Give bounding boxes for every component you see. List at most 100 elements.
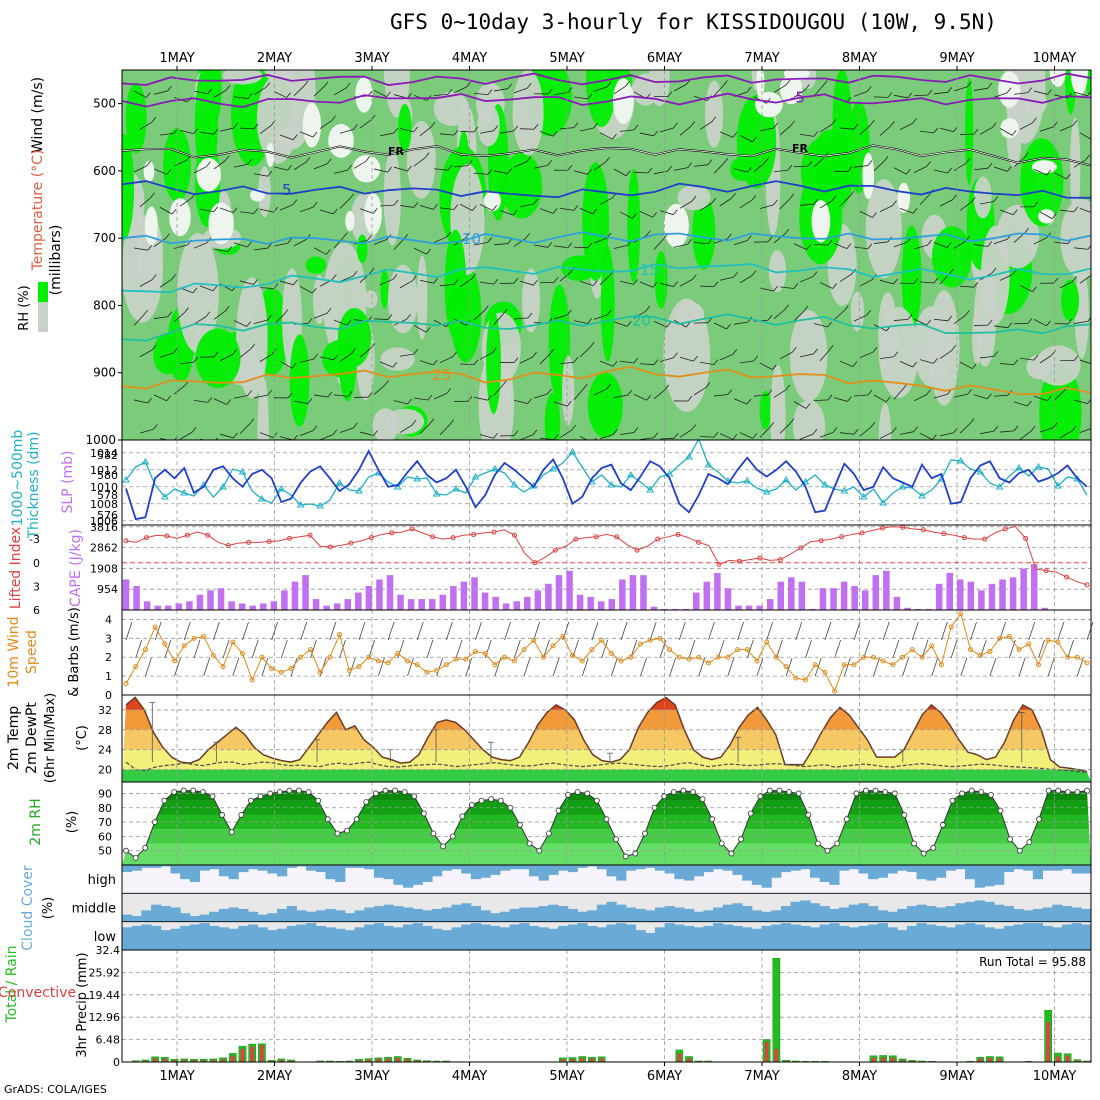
wind-barb-flag	[912, 118, 917, 124]
wind-barb-flag	[215, 437, 218, 440]
wind-barb-flag	[972, 363, 977, 369]
lifted-index-point	[1002, 526, 1008, 532]
surface-wind-barb	[970, 621, 977, 641]
wind-barb	[813, 323, 828, 328]
cloud-bar	[906, 925, 918, 950]
wind-barb	[939, 350, 952, 359]
wind-barb-flag	[690, 121, 696, 127]
wind-barb-flag	[633, 279, 638, 285]
cloud-bar	[1081, 924, 1092, 950]
wind-barb-flag	[287, 392, 293, 399]
wind-barb	[973, 244, 988, 247]
wind-barb-flag	[283, 309, 289, 315]
cloud-bar	[432, 908, 443, 922]
wind-barb	[233, 242, 248, 248]
wind-barb-flag	[493, 278, 499, 285]
cloud-bar	[926, 924, 937, 950]
cloud-bar	[1061, 924, 1073, 950]
cloud-bar	[780, 923, 792, 950]
wind-barb-flag	[605, 156, 610, 163]
cape-bar	[788, 577, 795, 610]
wind-barb	[393, 400, 408, 405]
wind-barb	[619, 211, 633, 219]
wind-barb-flag	[413, 348, 419, 355]
wind-barb-flag	[589, 342, 595, 348]
wind-barb-flag	[452, 351, 458, 358]
cape-bar	[640, 575, 647, 610]
wind-barb-flag	[987, 241, 993, 247]
wind-barb	[839, 127, 854, 130]
wind-barb	[879, 126, 891, 136]
wind-barb-flag	[1027, 400, 1032, 407]
thickness-tick-label: 582	[97, 449, 118, 462]
cloud-high-bar	[1013, 865, 1024, 870]
wind-barb	[393, 239, 404, 250]
wind-barb-flag	[526, 83, 532, 89]
wind-barb	[719, 433, 733, 440]
wind-speed-point	[463, 656, 469, 662]
surface-wind-barb	[1018, 657, 1026, 677]
wind-barb	[1019, 357, 1034, 361]
wind-barb-flag	[707, 317, 713, 323]
wind-barb-flag	[951, 345, 956, 351]
wind-barb	[719, 276, 734, 281]
pressure-tick-label: 700	[93, 231, 116, 245]
wind-barb-flag	[353, 124, 358, 130]
rh-point	[613, 836, 620, 843]
wind-barb	[953, 393, 968, 398]
wind-barb	[1033, 90, 1048, 95]
rh-blob	[1070, 117, 1081, 219]
cape-bar	[502, 603, 510, 610]
precip-convective-bar	[260, 1045, 264, 1062]
wind-barb-flag	[573, 205, 579, 211]
cloud-high-bar	[926, 865, 937, 881]
cloud-bar	[441, 930, 452, 950]
wind-barb-flag	[870, 421, 876, 428]
wind-barb	[919, 130, 934, 134]
wind-speed-point	[482, 650, 488, 656]
wind-barb-flag	[347, 164, 352, 171]
wind-barb-flag	[1046, 395, 1052, 402]
wind-barb	[473, 310, 485, 321]
wind-barb	[619, 432, 634, 435]
rh-dry-blob	[897, 182, 911, 213]
wind-barb-flag	[446, 388, 452, 394]
wind-speed-point	[288, 666, 294, 672]
cape-bar	[302, 575, 309, 610]
wind-barb-flag	[272, 432, 278, 438]
wind-speed-point	[298, 654, 304, 660]
surface-wind-barb	[533, 621, 541, 641]
wind-speed-point	[511, 658, 517, 664]
wind-barb-flag	[987, 319, 993, 326]
cloud-bar	[945, 906, 956, 922]
cape-bar	[988, 583, 996, 610]
surface-wind-barb	[271, 621, 278, 641]
wind-speed-point	[637, 641, 643, 647]
cloud-bar	[965, 923, 976, 950]
wind-barb	[179, 129, 194, 135]
cloud-bar	[403, 924, 414, 950]
wind-barb-flag	[312, 425, 318, 431]
wind-barb	[373, 238, 388, 245]
cloud-high-bar	[1052, 865, 1063, 871]
wind-barb-flag	[325, 249, 331, 255]
wind-barb	[779, 286, 794, 289]
wind-speed-point	[327, 654, 333, 660]
wind-barb-flag	[1007, 166, 1012, 172]
isotherm-25	[122, 366, 1091, 396]
wind-barb	[513, 161, 527, 168]
surface-wind-barb	[805, 639, 812, 659]
wind-barb-flag	[407, 398, 412, 405]
wind-barb-flag	[369, 267, 375, 274]
wind-barb-flag	[806, 244, 812, 250]
cloud-bar	[325, 927, 336, 950]
cloud-high-bar	[771, 865, 782, 878]
cape-bar	[260, 603, 267, 610]
wind-barb-flag	[226, 399, 232, 405]
wind-barb	[159, 352, 174, 358]
lifted-index-point	[450, 535, 456, 541]
wind-barb-flag	[307, 318, 313, 324]
cape-bar	[851, 586, 858, 610]
wind-speed-point	[472, 649, 478, 655]
precip-convective-bar	[415, 1060, 420, 1062]
